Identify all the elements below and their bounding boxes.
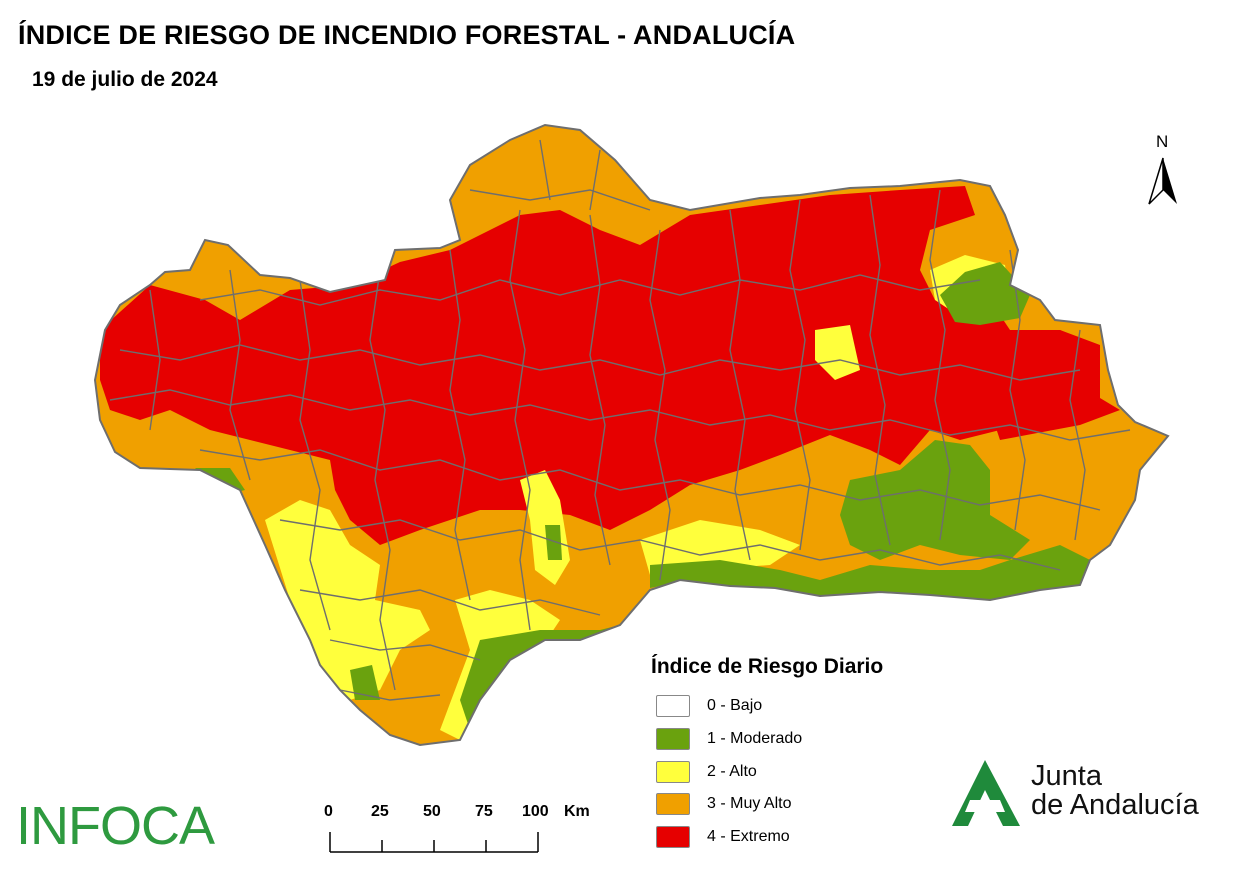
scale-tick-100: 100	[522, 803, 549, 820]
legend-swatch-moderado	[656, 728, 690, 750]
scale-unit: Km	[564, 803, 590, 820]
junta-logo-text: Junta de Andalucía	[1031, 762, 1199, 820]
scale-tick-0: 0	[324, 803, 333, 820]
legend-title: Índice de Riesgo Diario	[651, 655, 884, 678]
infoca-logo: INFOCA	[16, 796, 215, 856]
legend-item-muy-alto: 3 - Muy Alto	[656, 792, 791, 816]
legend-label-bajo: 0 - Bajo	[707, 697, 763, 714]
scale-tick-50: 50	[423, 803, 441, 820]
legend-swatch-alto	[656, 761, 690, 783]
north-arrow-icon	[1148, 157, 1177, 205]
north-label: N	[1156, 132, 1169, 151]
legend-item-alto: 2 - Alto	[656, 760, 757, 784]
legend-item-extremo: 4 - Extremo	[656, 825, 790, 849]
legend-swatch-bajo	[656, 695, 690, 717]
zone-alto-west	[265, 500, 430, 700]
zone-alto-pocket	[815, 325, 860, 380]
zone-alto-east	[640, 520, 800, 575]
zone-moderado-coast-east	[650, 545, 1090, 600]
junta-logo-icon	[952, 760, 1020, 826]
legend-label-alto: 2 - Alto	[707, 763, 757, 780]
zone-moderado-cadiz	[350, 665, 380, 700]
legend-label-moderado: 1 - Moderado	[707, 730, 803, 747]
legend-label-muy-alto: 3 - Muy Alto	[707, 795, 792, 812]
scale-tick-75: 75	[475, 803, 493, 820]
scale-tick-25: 25	[371, 803, 389, 820]
zone-moderado-west-pocket	[545, 525, 562, 560]
map-date: 19 de julio de 2024	[32, 68, 218, 91]
junta-logo-line1: Junta	[1031, 760, 1102, 792]
legend-item-bajo: 0 - Bajo	[656, 694, 762, 718]
map-title: ÍNDICE DE RIESGO DE INCENDIO FORESTAL - …	[18, 20, 796, 50]
legend-swatch-muy-alto	[656, 793, 690, 815]
zone-extremo-east-pocket	[1010, 330, 1098, 395]
legend-label-extremo: 4 - Extremo	[707, 828, 790, 845]
zone-moderado-cazorla	[940, 262, 1030, 325]
legend-swatch-extremo	[656, 826, 690, 848]
municipal-boundaries	[109, 139, 1131, 701]
zone-extremo-main	[100, 186, 1100, 545]
junta-logo-line2: de Andalucía	[1031, 789, 1199, 821]
legend-item-moderado: 1 - Moderado	[656, 727, 802, 751]
zone-moderado-south-coast	[460, 625, 620, 730]
zone-extremo-east-strip	[990, 398, 1120, 440]
scale-bar	[329, 832, 539, 853]
risk-zones	[95, 125, 1168, 745]
